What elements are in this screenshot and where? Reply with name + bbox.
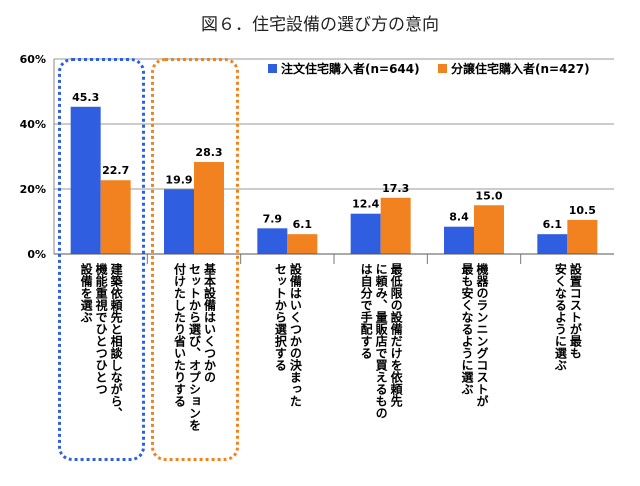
data-label: 22.7 [102, 164, 129, 177]
data-label: 6.1 [293, 218, 313, 231]
data-label: 45.3 [72, 91, 99, 104]
bars [70, 106, 598, 255]
data-label: 12.4 [352, 198, 379, 211]
bar [194, 162, 224, 254]
data-label: 7.9 [263, 212, 283, 225]
gridlines [54, 58, 614, 190]
y-tick-label: 40% [20, 118, 46, 131]
y-axis-ticks: 60% 40% 20% 0% [20, 53, 46, 261]
x-tick-label: 設置コストが最も 安くなるように選ぶ [553, 263, 583, 371]
x-tick-label: 最低限の設備だけを依頼先 に頼み、量販店で買えるもの は自分で手配する [359, 263, 404, 419]
y-tick-label: 60% [20, 53, 46, 66]
bar [537, 234, 568, 254]
chart-title: 図６．住宅設備の選び方の意向 [201, 15, 439, 35]
bar [350, 213, 381, 254]
x-tick-label: 基本設備はいくつかの セットから選び、オプションを 付けたしたり省いたりする [172, 263, 217, 431]
legend-swatch [438, 64, 447, 73]
data-label: 28.3 [195, 146, 222, 159]
bar [567, 219, 598, 254]
bar [380, 197, 411, 254]
legend-entry: 注文住宅購入者(n=644) [281, 61, 420, 76]
y-tick-label: 20% [20, 183, 46, 196]
data-label: 19.9 [165, 173, 192, 186]
legend: 注文住宅購入者(n=644) 分譲住宅購入者(n=427) [268, 61, 590, 76]
data-label: 17.3 [382, 182, 409, 195]
bar [287, 234, 318, 254]
bar [257, 228, 288, 254]
x-tick-label: 機器のランニングコストが 最も安くなるように選ぶ [460, 263, 489, 407]
bar [164, 189, 194, 254]
highlight-box [151, 58, 239, 461]
data-label: 6.1 [543, 218, 563, 231]
value-labels: 45.3 22.7 19.9 28.3 7.9 6.1 12.417.3 8.4 15.0 6.1… [72, 91, 596, 231]
bar [474, 205, 504, 254]
bar [444, 226, 474, 254]
legend-swatch [268, 64, 277, 73]
highlight-box [58, 58, 146, 461]
bar [100, 180, 131, 254]
data-label: 15.0 [475, 189, 502, 202]
data-label: 8.4 [449, 211, 469, 224]
x-tick-label: 建築依頼先と相談しながら、 機能重視でひとつひとつ 設備を選ぶ [79, 263, 124, 419]
legend-entry: 分譲住宅購入者(n=427) [451, 61, 590, 76]
data-label: 10.5 [569, 204, 596, 217]
y-tick-label: 0% [27, 248, 46, 261]
bar [70, 106, 101, 255]
x-tick-label: 設備はいくつかの決まった セットから選択する [273, 263, 303, 407]
axes [53, 59, 614, 264]
